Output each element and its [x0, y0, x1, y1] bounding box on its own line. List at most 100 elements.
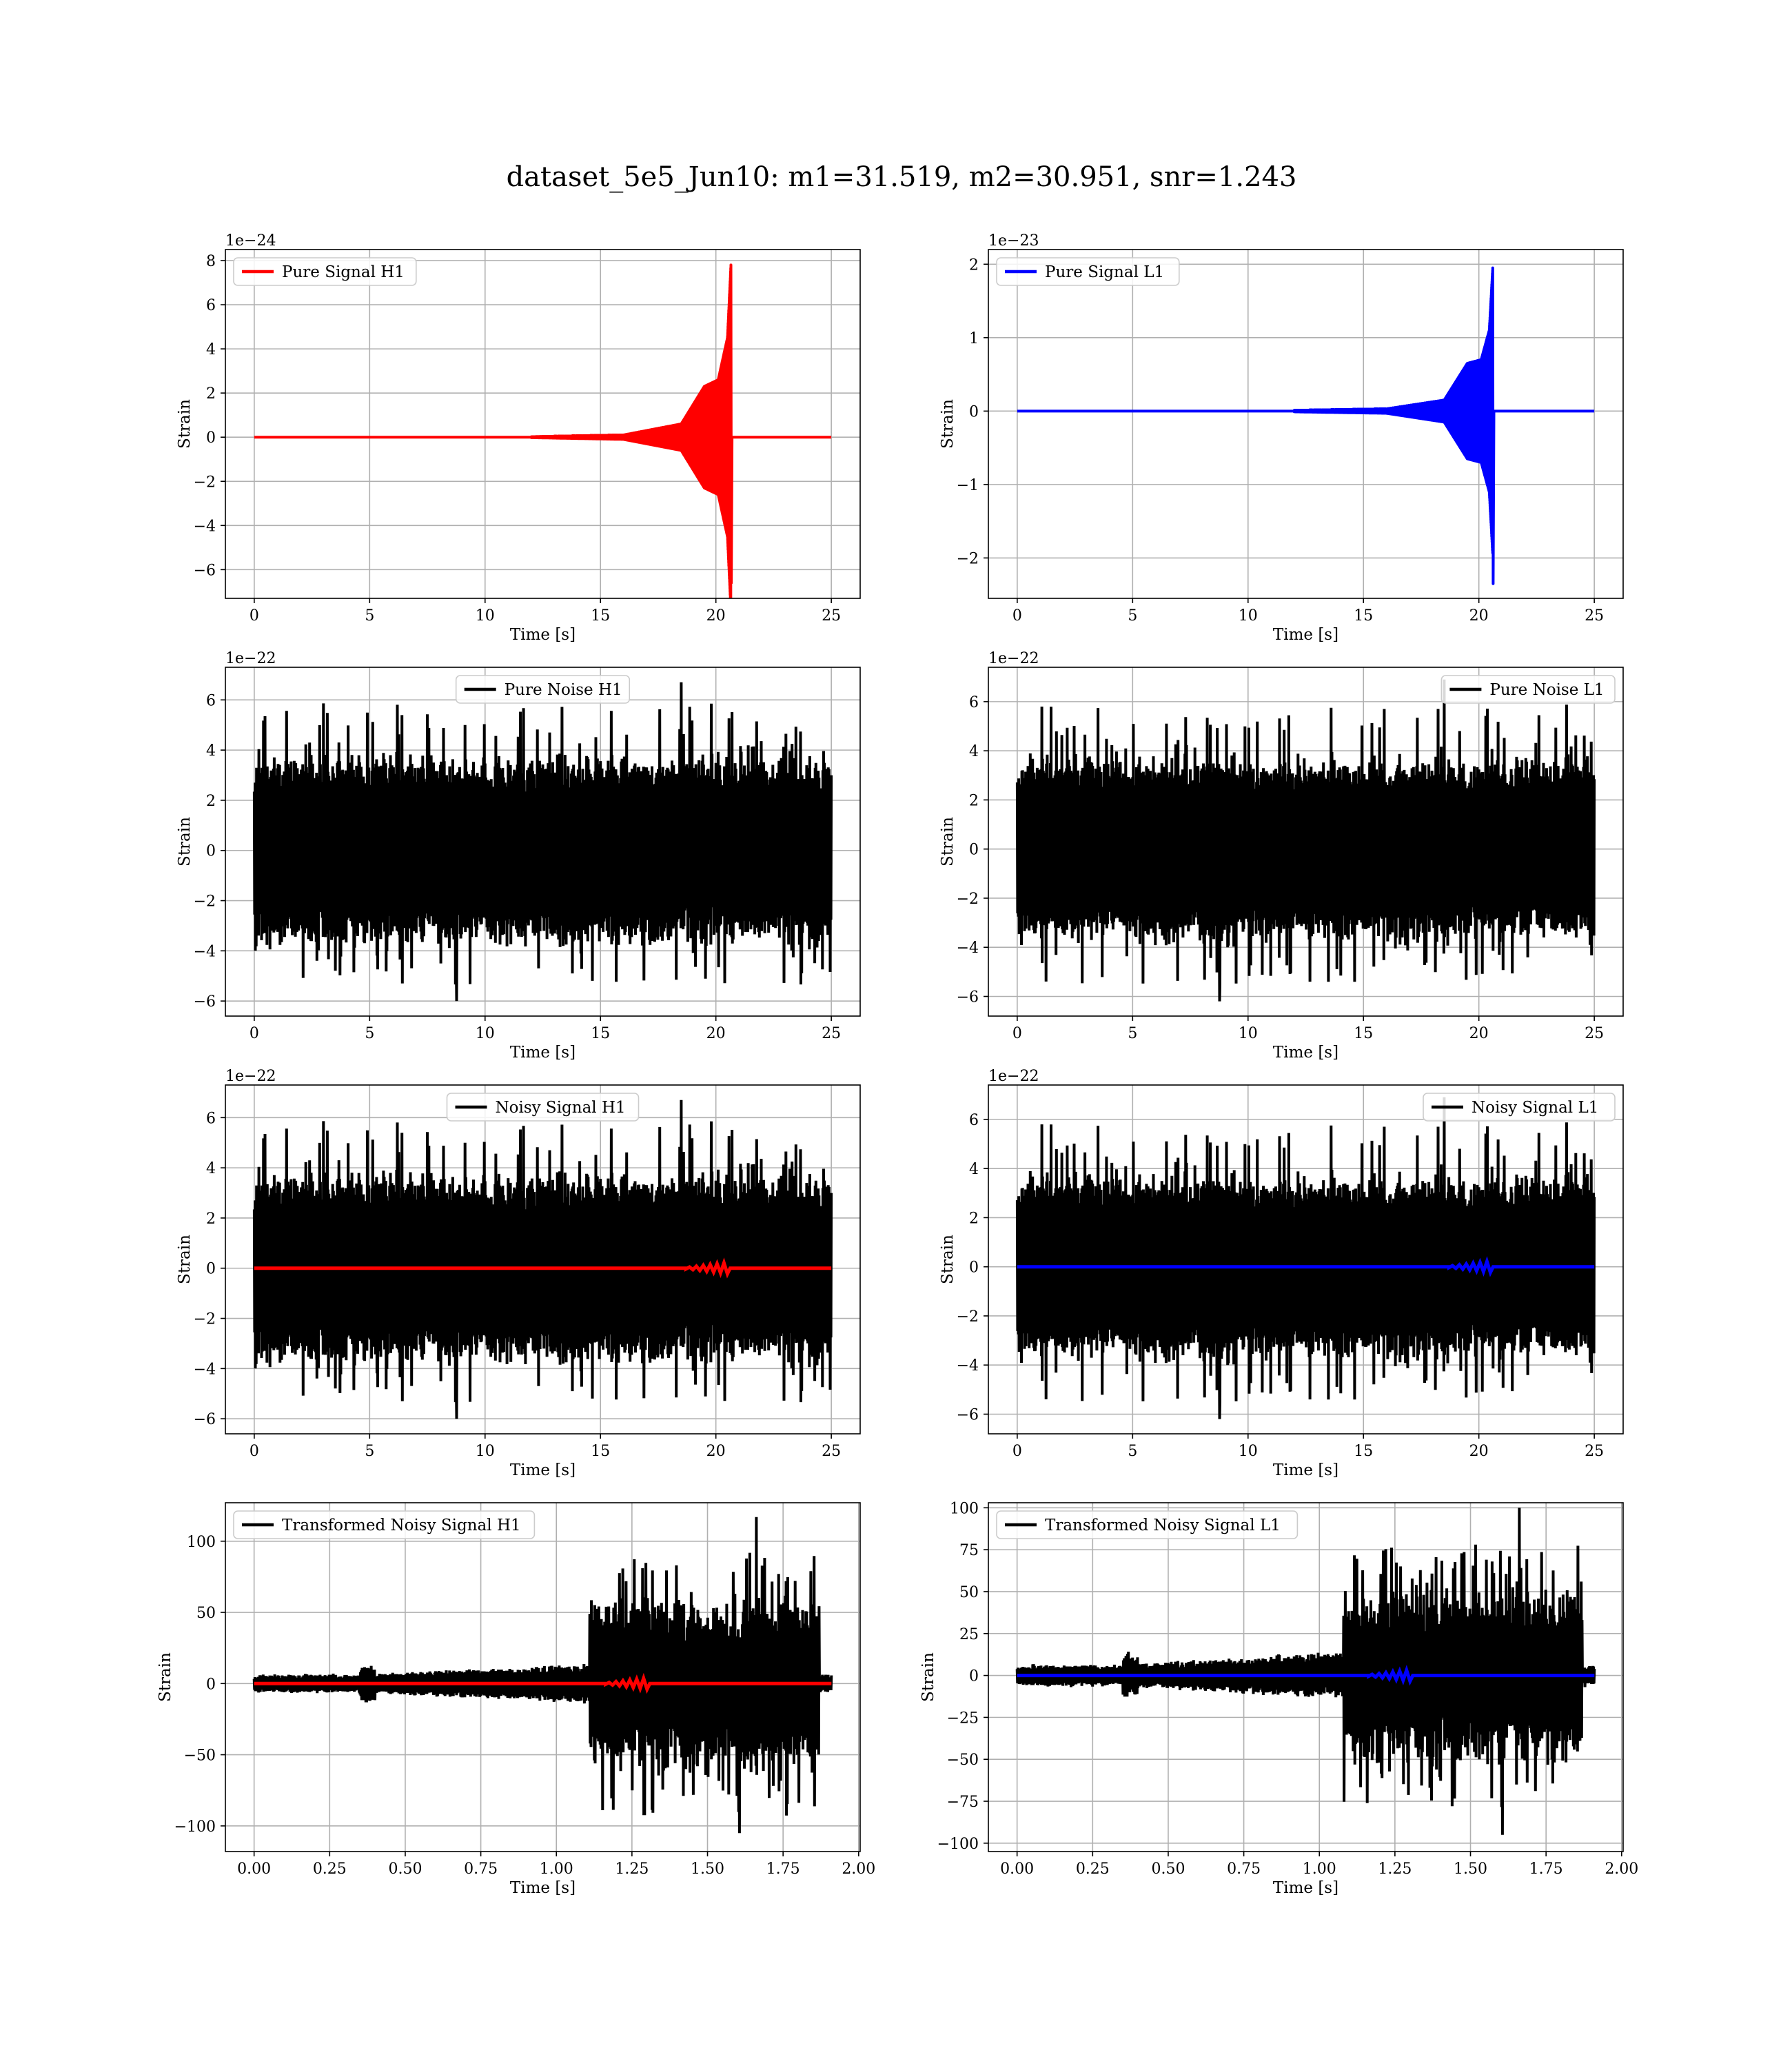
legend-box [1440, 675, 1616, 704]
x-tick-label: 10 [1239, 607, 1258, 625]
subplot-transformed-l1: 0.00 0.25 0.50 0.75 1.00 1.25 1.50 1.75 2.00 −100… [919, 1500, 1638, 1897]
overlay-line [254, 1257, 832, 1279]
x-tick-label: 20 [706, 1025, 726, 1042]
y-axis-label: Strain [176, 399, 194, 449]
legend-box [233, 1510, 536, 1539]
y-tick-label: −4 [957, 1357, 979, 1375]
legend-label: Pure Noise L1 [1489, 681, 1604, 699]
x-tick-label: 0.75 [1227, 1861, 1261, 1878]
y-tick-label: −4 [194, 518, 216, 535]
legend-label: Pure Signal H1 [282, 263, 405, 281]
y-tick-label: 0 [206, 1261, 216, 1278]
x-tick-label: 20 [1469, 1025, 1489, 1042]
x-tick-label: 0.25 [313, 1861, 347, 1878]
x-axis-label: Time [s] [510, 1044, 576, 1062]
y-tick-label: −50 [184, 1747, 216, 1765]
legend: Noisy Signal H1 [446, 1093, 640, 1122]
overlay-line [1017, 1665, 1595, 1686]
x-tick-label: 1.25 [615, 1861, 649, 1878]
pure-noise-l1-line [1015, 679, 1596, 1002]
y-tick-label: 0 [206, 429, 216, 447]
y-tick-label: −2 [194, 893, 216, 911]
x-tick-label: 5 [1128, 1025, 1137, 1042]
legend: Transformed Noisy Signal H1 [233, 1510, 536, 1539]
x-axis-label: Time [s] [1273, 626, 1338, 644]
subplot-pure-noise-h1: 0 5 10 15 20 25 −6 −4 −2 0 2 4 6 1e−22 Time [s] Strain P… [176, 650, 861, 1062]
y-tick-label: 25 [959, 1626, 979, 1643]
y-tick-label: 4 [969, 1161, 979, 1178]
figure-title: dataset_5e5_Jun10: m1=31.519, m2=30.951,… [507, 161, 1297, 193]
y-tick-label: 0 [969, 842, 979, 859]
y-tick-label: −4 [957, 940, 979, 957]
y-tick-label: 4 [206, 341, 216, 358]
y-tick-label: 2 [206, 385, 216, 403]
y-tick-label: 2 [206, 1210, 216, 1228]
x-axis-label: Time [s] [1273, 1461, 1338, 1479]
legend-label: Pure Signal L1 [1045, 263, 1164, 281]
legend-label: Noisy Signal L1 [1472, 1099, 1598, 1117]
x-axis-label: Time [s] [510, 1879, 576, 1897]
legend: Pure Signal L1 [996, 257, 1180, 286]
x-tick-label: 10 [476, 1025, 495, 1042]
x-tick-label: 2.00 [842, 1861, 875, 1878]
x-tick-label: 1.75 [1529, 1861, 1563, 1878]
x-tick-label: 25 [1585, 1443, 1604, 1460]
axes-frame [225, 667, 861, 1017]
legend-box [996, 1510, 1299, 1539]
axes-frame [988, 249, 1624, 599]
y-tick-label: −6 [194, 1411, 216, 1428]
x-tick-label: 5 [1128, 607, 1137, 625]
x-tick-label: 1.25 [1378, 1861, 1412, 1878]
legend-label: Transformed Noisy Signal H1 [282, 1517, 521, 1534]
y-tick-label: −100 [937, 1836, 979, 1853]
x-tick-label: 1.50 [1454, 1861, 1487, 1878]
overlay-line [1017, 1256, 1595, 1277]
offset-text: 1e−23 [988, 232, 1039, 250]
y-tick-label: 0 [969, 1668, 979, 1685]
y-tick-label: 75 [959, 1542, 979, 1559]
y-tick-label: −50 [947, 1752, 979, 1769]
y-tick-label: −2 [957, 550, 979, 567]
y-axis-label: Strain [176, 1235, 194, 1284]
y-tick-label: −6 [957, 989, 979, 1006]
legend-box [455, 675, 631, 704]
y-tick-label: −2 [194, 474, 216, 491]
y-axis-label: Strain [176, 817, 194, 866]
offset-text: 1e−22 [988, 1068, 1039, 1085]
noisy-signal-l1-line [1015, 1097, 1596, 1419]
y-tick-label: 6 [969, 694, 979, 711]
x-tick-label: 0 [1012, 607, 1022, 625]
y-tick-label: 4 [969, 743, 979, 760]
subplot-noisy-signal-h1: 0 5 10 15 20 25 −6 −4 −2 0 2 4 6 1e−22 Time [s] Strain N… [176, 1068, 861, 1479]
x-tick-label: 15 [591, 607, 610, 625]
x-tick-label: 25 [822, 607, 841, 625]
y-axis-label: Strain [939, 399, 957, 449]
axes-frame [988, 1084, 1624, 1435]
legend-label: Transformed Noisy Signal L1 [1045, 1517, 1281, 1534]
y-tick-label: −100 [174, 1818, 216, 1836]
transformed-noisy-signal-h1-line [252, 1517, 833, 1834]
x-tick-label: 15 [591, 1443, 610, 1460]
y-tick-label: 1 [969, 330, 979, 347]
x-tick-label: 10 [476, 1443, 495, 1460]
legend: Pure Noise L1 [1440, 675, 1616, 704]
axes-frame [988, 1502, 1624, 1852]
y-tick-label: −6 [194, 993, 216, 1011]
legend-box [446, 1093, 640, 1122]
x-tick-label: 25 [822, 1025, 841, 1042]
y-tick-label: −2 [957, 891, 979, 908]
x-tick-label: 15 [1354, 1443, 1373, 1460]
x-tick-label: 1.50 [691, 1861, 724, 1878]
x-tick-label: 0.75 [464, 1861, 498, 1878]
y-tick-label: −6 [194, 562, 216, 579]
x-tick-label: 5 [1128, 1443, 1137, 1460]
y-tick-label: 4 [206, 1160, 216, 1177]
y-tick-label: 2 [969, 256, 979, 274]
y-tick-label: 6 [206, 1110, 216, 1127]
y-tick-label: 2 [969, 792, 979, 809]
legend-box [233, 257, 417, 286]
y-axis-label: Strain [939, 817, 957, 866]
legend: Noisy Signal L1 [1423, 1093, 1616, 1122]
